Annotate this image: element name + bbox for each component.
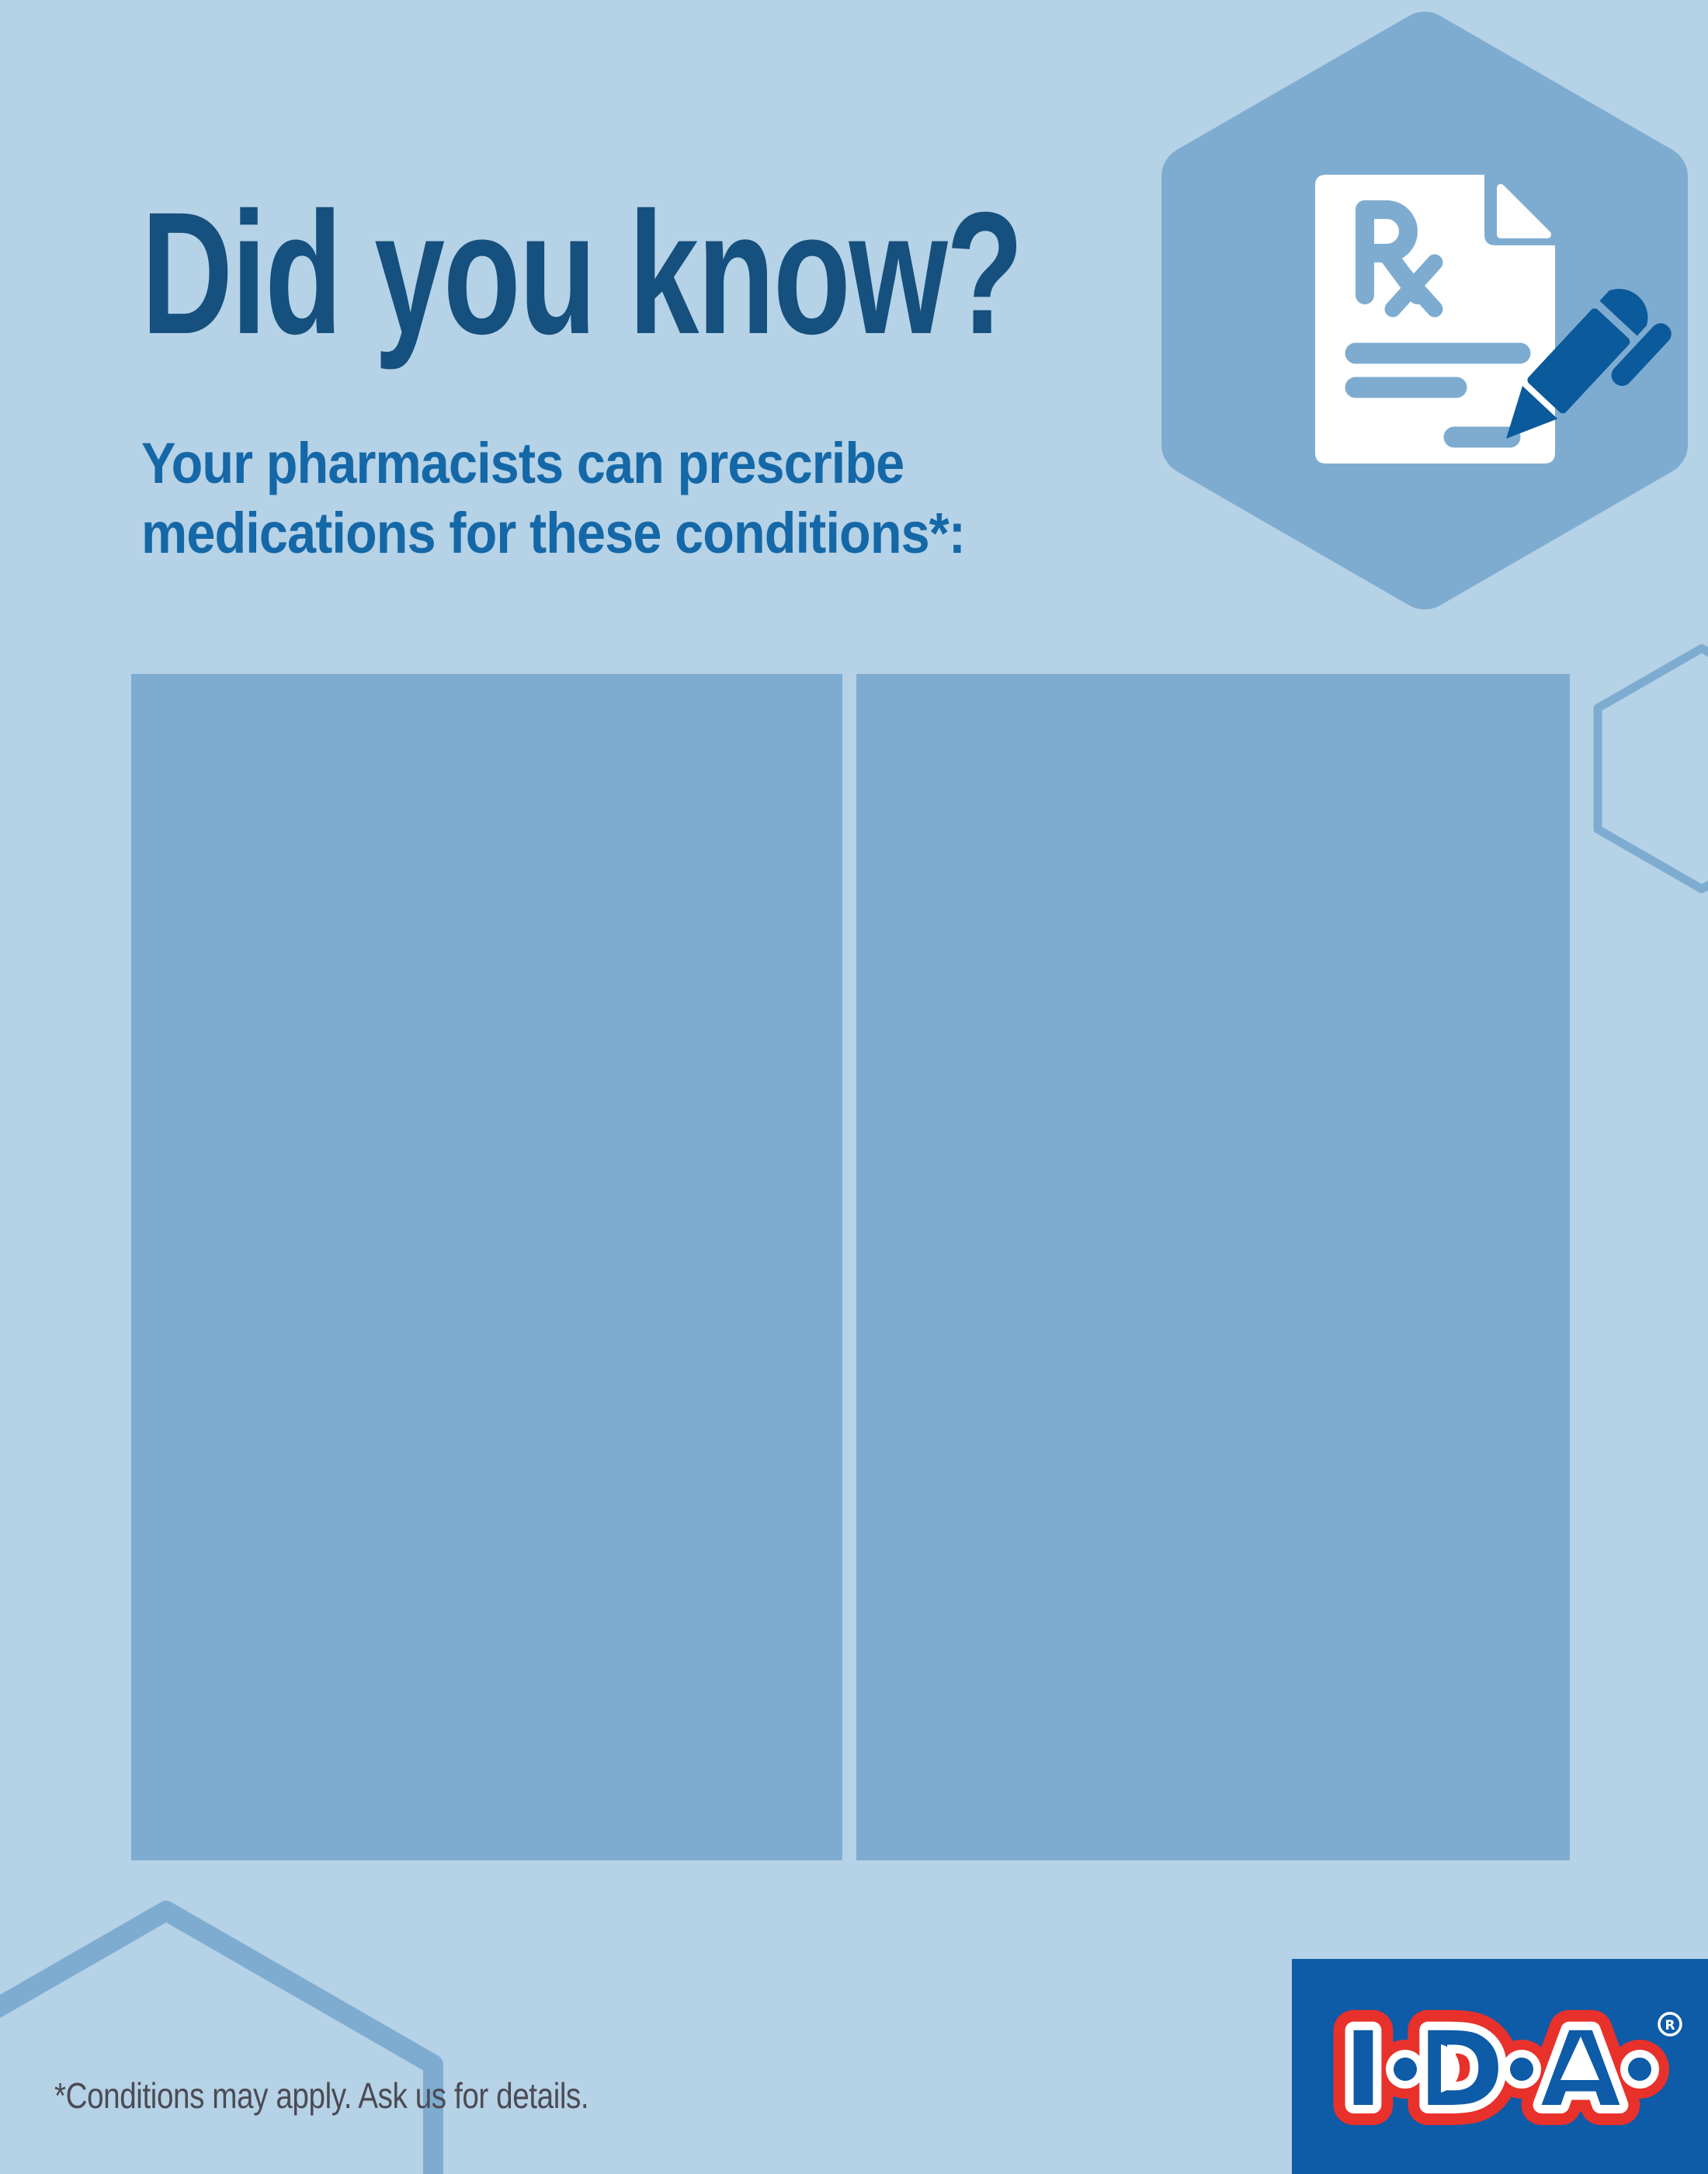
logo-dot bbox=[1510, 2058, 1533, 2081]
disclaimer-text: *Conditions may apply. Ask us for detail… bbox=[54, 2075, 589, 2116]
registered-mark: R bbox=[1658, 2012, 1682, 2037]
svg-text:I: I bbox=[1344, 2010, 1382, 2130]
svg-text:D: D bbox=[1418, 2010, 1504, 2130]
logo-dot bbox=[1628, 2058, 1651, 2081]
rx-document-icon bbox=[1315, 175, 1672, 464]
logo-letter-d: D bbox=[1418, 2010, 1504, 2130]
document-text-lines bbox=[1345, 342, 1531, 448]
pen-clip bbox=[1611, 323, 1672, 387]
hexagon-outline-right-edge bbox=[1593, 644, 1708, 894]
page-title: Did you know? bbox=[141, 176, 1023, 370]
registered-mark-letter: R bbox=[1665, 2018, 1675, 2033]
logo-letter-layer: I D A bbox=[1344, 2010, 1651, 2130]
page-subtitle: Your pharmacists can prescribe medicatio… bbox=[141, 429, 966, 568]
page-subtitle-line-2: medications for these conditions*: bbox=[141, 501, 966, 565]
logo-letter-i: I bbox=[1344, 2010, 1382, 2130]
rx-symbol bbox=[1356, 200, 1443, 318]
pen-icon bbox=[1506, 289, 1672, 439]
logo-a-counter bbox=[1560, 2037, 1599, 2080]
pen-nib bbox=[1506, 386, 1558, 439]
logo-d-counter bbox=[1441, 2044, 1460, 2092]
page-subtitle-line-1: Your pharmacists can prescribe bbox=[141, 431, 904, 495]
logo-white-outline-layer: I D A bbox=[1335, 2002, 1659, 2138]
condition-panel-right bbox=[856, 674, 1570, 1860]
pen-body bbox=[1527, 308, 1630, 414]
ida-logo-box: I D A I D A I D A bbox=[1292, 1959, 1708, 2174]
pen-cap bbox=[1599, 289, 1648, 336]
document-folded-corner bbox=[1497, 184, 1551, 238]
logo-dot bbox=[1394, 2058, 1417, 2081]
hexagon-outline-bottom-left bbox=[0, 1901, 443, 2174]
ida-logo: I D A I D A I D A bbox=[1324, 1990, 1682, 2150]
condition-panel-left bbox=[131, 674, 842, 1860]
